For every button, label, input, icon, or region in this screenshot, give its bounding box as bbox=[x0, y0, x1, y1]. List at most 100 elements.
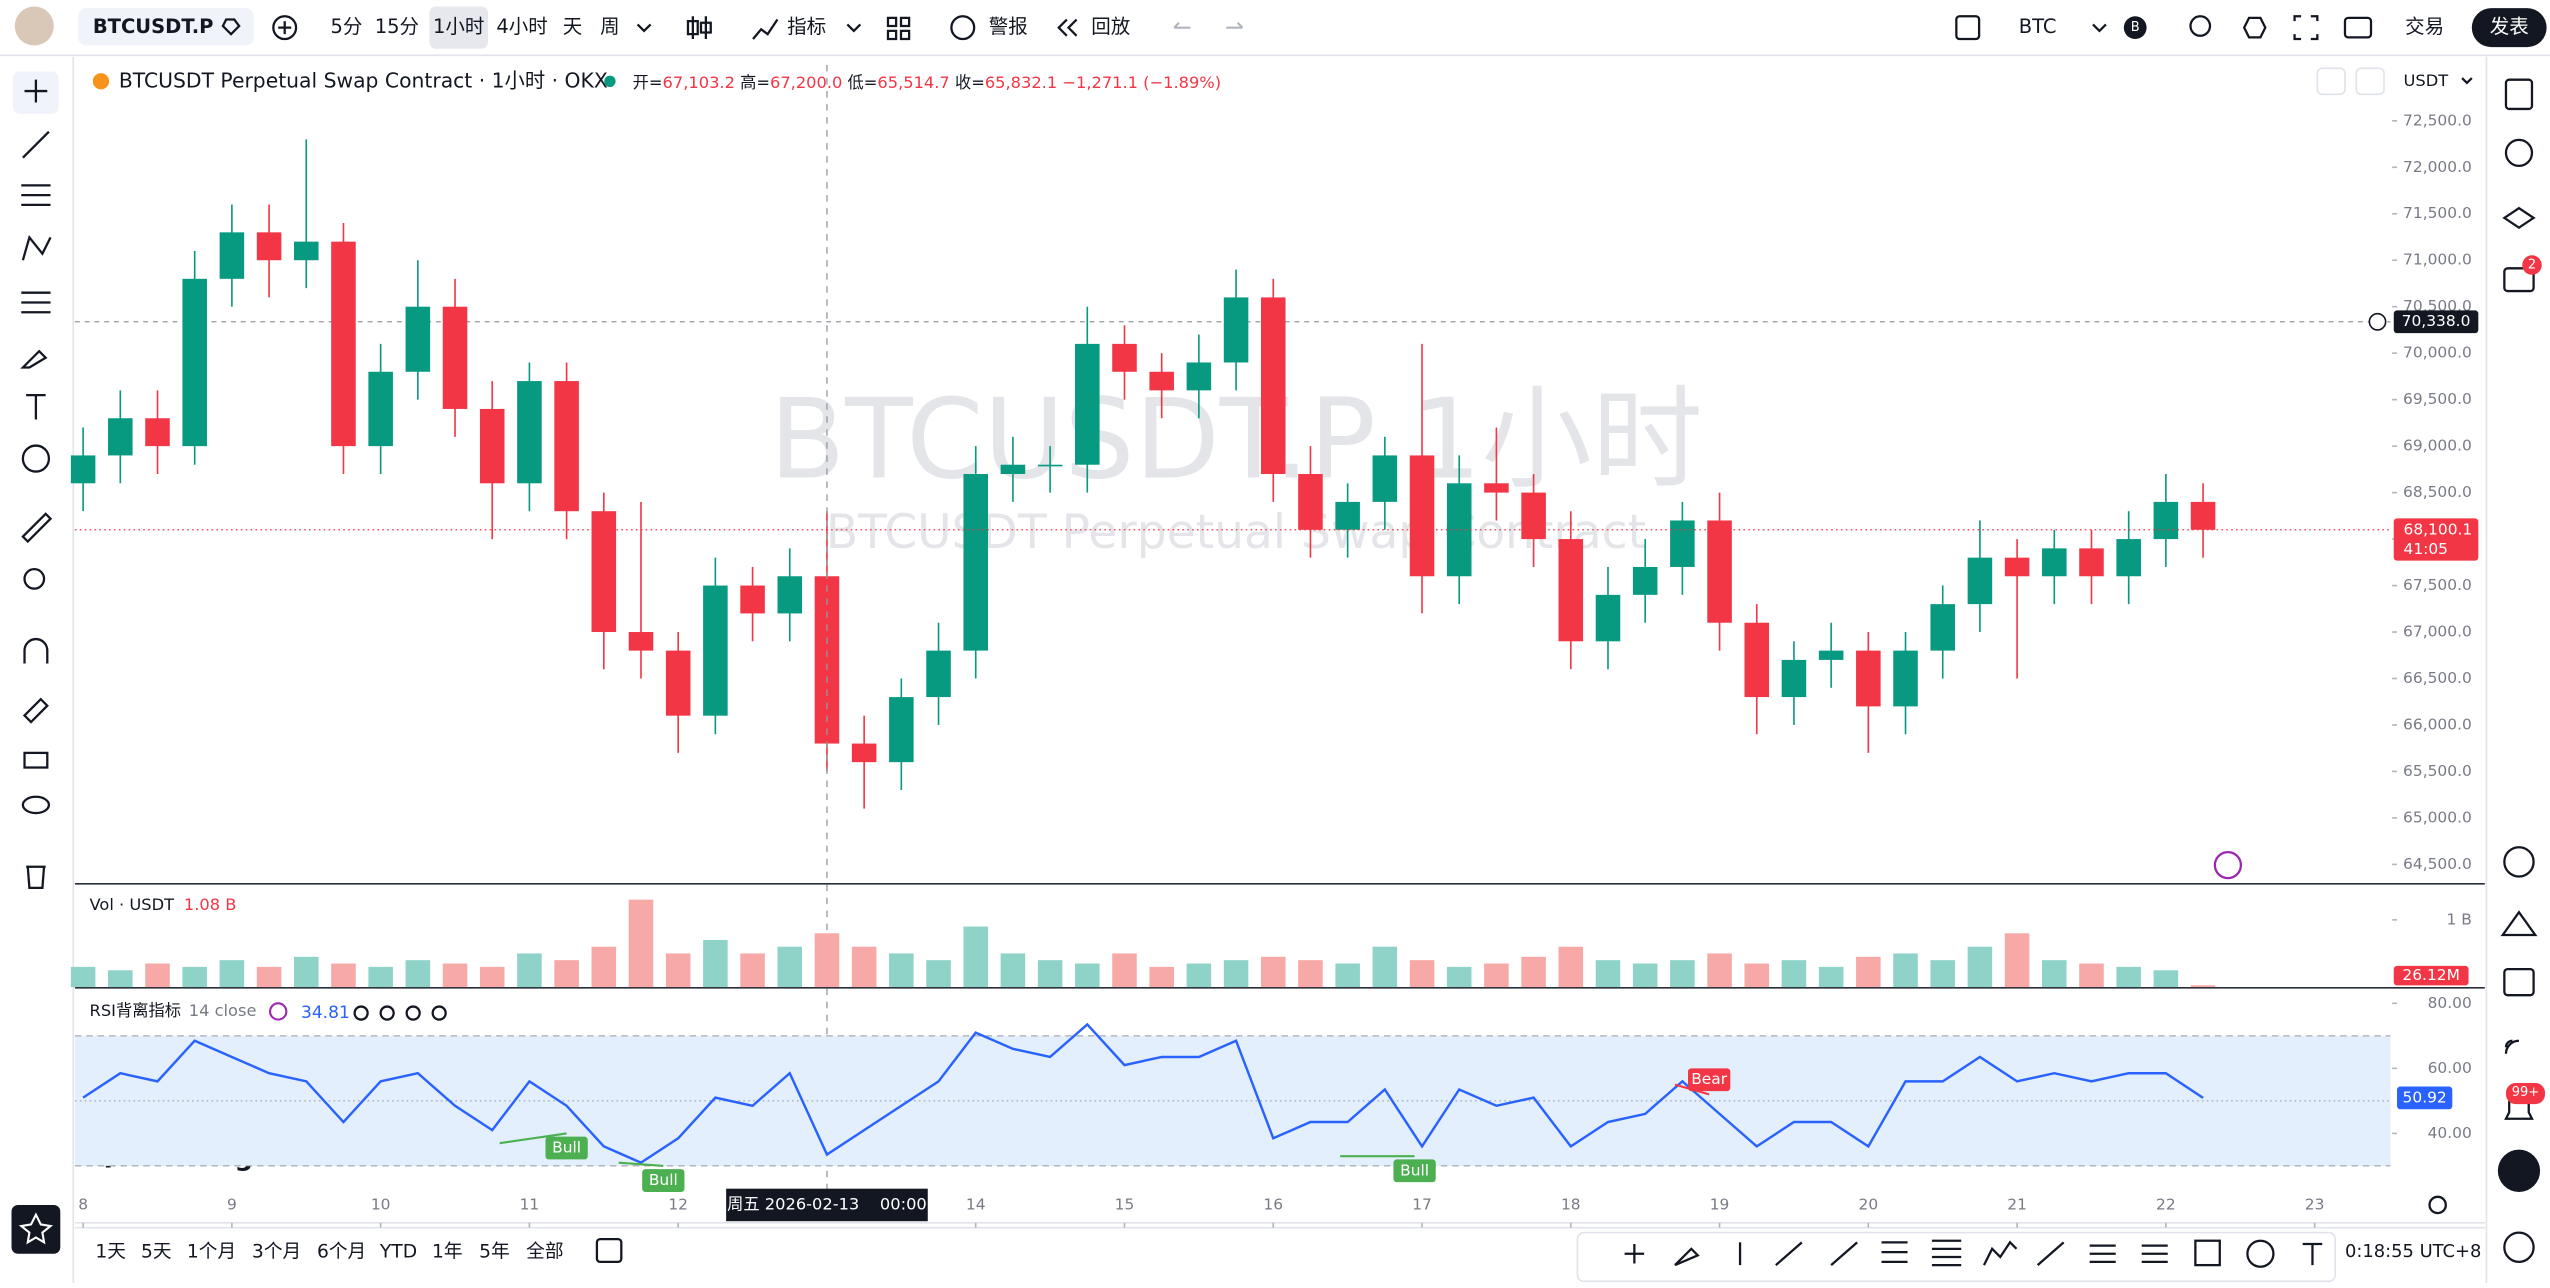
interval[interactable]: 5分 bbox=[331, 15, 363, 38]
magnet-tool[interactable] bbox=[23, 638, 49, 664]
interval[interactable]: 天 bbox=[563, 15, 583, 38]
publish-button[interactable]: 发表 bbox=[2490, 15, 2529, 38]
lightning-icon[interactable] bbox=[2213, 850, 2243, 880]
help-button[interactable] bbox=[2503, 1231, 2535, 1263]
range-button[interactable]: 3个月 bbox=[252, 1242, 301, 1263]
remove-tool[interactable] bbox=[26, 865, 46, 889]
publish-button-bg[interactable] bbox=[2471, 8, 2547, 48]
range-button[interactable]: 全部 bbox=[526, 1242, 563, 1263]
fav-tool[interactable] bbox=[1775, 1241, 1803, 1266]
alerts-button[interactable] bbox=[2504, 138, 2534, 168]
crosshair-tool[interactable] bbox=[24, 79, 48, 103]
range-button[interactable]: 1个月 bbox=[187, 1242, 236, 1263]
hide-tool[interactable] bbox=[21, 795, 51, 815]
fav-tool[interactable] bbox=[1674, 1247, 1700, 1267]
range-button[interactable]: 1年 bbox=[432, 1242, 463, 1263]
ruler-tool[interactable] bbox=[21, 512, 53, 544]
interval-dropdown[interactable] bbox=[636, 23, 652, 33]
chart-type-button[interactable] bbox=[686, 16, 712, 40]
icon-tool[interactable] bbox=[21, 444, 51, 473]
replay-button[interactable]: 回放 bbox=[1091, 15, 1130, 38]
hidden-icon[interactable] bbox=[379, 1005, 395, 1021]
indicators-icon[interactable] bbox=[752, 18, 779, 40]
watchlist-star-bg[interactable] bbox=[11, 1204, 61, 1254]
clock[interactable]: 0:18:55 UTC+8 bbox=[2345, 1241, 2481, 1262]
zoom-tool[interactable] bbox=[23, 567, 46, 590]
layers-button[interactable] bbox=[2502, 206, 2536, 230]
fav-tool[interactable] bbox=[2246, 1239, 2275, 1268]
lock-tool[interactable] bbox=[23, 751, 49, 769]
chat-button[interactable] bbox=[2503, 267, 2535, 293]
fullscreen-button[interactable] bbox=[2293, 15, 2319, 41]
interval[interactable]: 15分 bbox=[375, 15, 419, 38]
symbol-compare-box[interactable] bbox=[1955, 15, 1981, 41]
settings-button[interactable] bbox=[2242, 16, 2267, 39]
quick-search[interactable] bbox=[2189, 15, 2212, 37]
symbol-box[interactable] bbox=[78, 8, 254, 46]
alert-button[interactable]: 警报 bbox=[989, 15, 1028, 38]
brush-tool[interactable] bbox=[20, 349, 48, 369]
text-tool[interactable] bbox=[26, 394, 46, 420]
interval[interactable]: 4小时 bbox=[496, 15, 547, 38]
undo-button[interactable] bbox=[1173, 22, 1191, 29]
calendar-button[interactable] bbox=[2503, 968, 2535, 997]
range-button[interactable]: YTD bbox=[379, 1242, 417, 1263]
interval[interactable]: 周 bbox=[600, 15, 620, 38]
indicators-dropdown[interactable] bbox=[846, 23, 862, 33]
trading-panel-button[interactable] bbox=[2503, 846, 2535, 878]
auto-scale-button[interactable] bbox=[2355, 67, 2385, 96]
hidden-icon[interactable] bbox=[405, 1005, 421, 1021]
ideas-button[interactable] bbox=[2500, 910, 2538, 937]
compare-button[interactable] bbox=[272, 15, 298, 41]
prediction-tool[interactable] bbox=[21, 291, 51, 314]
fav-tool[interactable] bbox=[2089, 1244, 2116, 1263]
fav-tool[interactable] bbox=[1931, 1239, 1962, 1267]
symbol-icon[interactable] bbox=[221, 18, 241, 36]
fav-tool[interactable] bbox=[2194, 1239, 2221, 1267]
range-button[interactable]: 6个月 bbox=[317, 1242, 366, 1263]
fav-tool[interactable] bbox=[1982, 1240, 2018, 1266]
currency[interactable]: BTC bbox=[2019, 15, 2057, 38]
fav-tool[interactable] bbox=[1830, 1241, 1858, 1266]
replay-icon[interactable] bbox=[1057, 18, 1078, 37]
quote-dropdown[interactable] bbox=[2461, 77, 2473, 85]
fav-tool[interactable] bbox=[2141, 1244, 2168, 1263]
avatar[interactable] bbox=[14, 6, 54, 46]
goto-date-button[interactable] bbox=[595, 1237, 623, 1263]
products-button[interactable] bbox=[2497, 1149, 2541, 1192]
redo-button[interactable] bbox=[1226, 22, 1244, 29]
hidden-icon[interactable] bbox=[353, 1005, 369, 1021]
symbol[interactable]: BTCUSDT.P bbox=[93, 15, 214, 38]
notifications-badge: 99+ bbox=[2512, 1085, 2539, 1100]
candle-body bbox=[1075, 343, 1100, 465]
watchlist-button[interactable] bbox=[2504, 78, 2534, 111]
axis-settings[interactable] bbox=[2428, 1195, 2447, 1215]
range-button[interactable]: 5天 bbox=[141, 1242, 172, 1263]
streams-button[interactable] bbox=[2504, 1039, 2520, 1054]
currency-dropdown[interactable] bbox=[2092, 23, 2107, 33]
screenshot-button[interactable] bbox=[2343, 16, 2373, 39]
indicators-button[interactable]: 指标 bbox=[787, 15, 826, 38]
interval[interactable]: 1小时 bbox=[433, 15, 484, 38]
fib-tool[interactable] bbox=[21, 184, 51, 207]
quote-currency[interactable]: USDT bbox=[2404, 71, 2449, 90]
trendline-tool[interactable] bbox=[22, 130, 50, 159]
alert-add[interactable] bbox=[2368, 312, 2387, 331]
watchlist-star[interactable] bbox=[18, 1212, 54, 1245]
pattern-tool[interactable] bbox=[21, 234, 52, 261]
alert-icon[interactable] bbox=[950, 15, 976, 41]
range-button[interactable]: 1天 bbox=[95, 1242, 126, 1263]
trade-button[interactable]: 交易 bbox=[2405, 15, 2444, 38]
candle-body bbox=[256, 232, 282, 261]
layouts-button[interactable] bbox=[886, 16, 911, 41]
fav-tool[interactable] bbox=[2036, 1241, 2065, 1266]
hidden-icon[interactable] bbox=[431, 1005, 447, 1021]
keep-drawing-tool[interactable] bbox=[22, 697, 49, 724]
rsi-refresh[interactable] bbox=[269, 1002, 288, 1021]
fav-tool[interactable] bbox=[1881, 1241, 1908, 1263]
scale-down-button[interactable] bbox=[2316, 67, 2346, 96]
range-button[interactable]: 5年 bbox=[479, 1242, 510, 1263]
fav-tool[interactable] bbox=[2302, 1242, 2323, 1266]
fav-tool[interactable] bbox=[1624, 1243, 1645, 1264]
candle-body bbox=[1930, 604, 1955, 651]
